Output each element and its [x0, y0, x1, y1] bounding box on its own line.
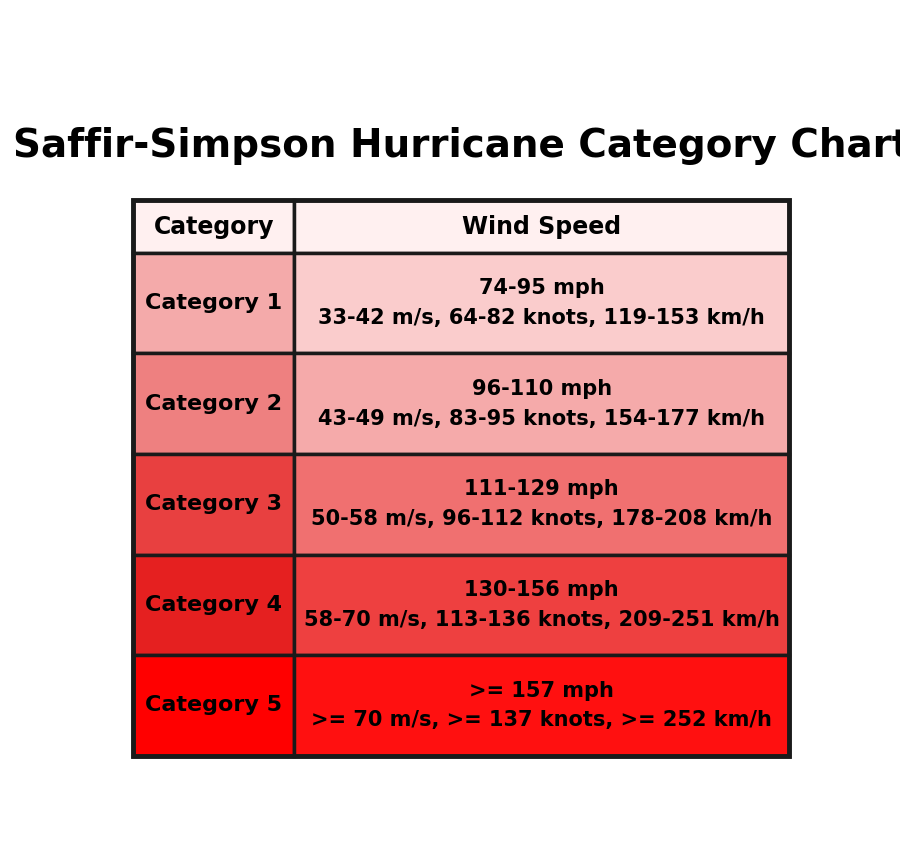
- Bar: [133, 200, 294, 253]
- Bar: [133, 253, 294, 353]
- Text: 130-156 mph
58-70 m/s, 113-136 knots, 209-251 km/h: 130-156 mph 58-70 m/s, 113-136 knots, 20…: [303, 580, 779, 630]
- Bar: [133, 655, 294, 756]
- Text: Saffir-Simpson Hurricane Category Chart: Saffir-Simpson Hurricane Category Chart: [13, 127, 900, 165]
- Bar: [133, 555, 294, 655]
- Bar: [133, 454, 294, 555]
- Text: Category 5: Category 5: [145, 696, 283, 715]
- Text: Wind Speed: Wind Speed: [462, 214, 621, 238]
- Text: 96-110 mph
43-49 m/s, 83-95 knots, 154-177 km/h: 96-110 mph 43-49 m/s, 83-95 knots, 154-1…: [318, 379, 765, 429]
- Bar: [133, 200, 789, 756]
- Text: Category 2: Category 2: [145, 394, 283, 414]
- Bar: [294, 253, 789, 353]
- Bar: [294, 555, 789, 655]
- Text: 74-95 mph
33-42 m/s, 64-82 knots, 119-153 km/h: 74-95 mph 33-42 m/s, 64-82 knots, 119-15…: [319, 278, 765, 328]
- Bar: [133, 353, 294, 454]
- Bar: [294, 655, 789, 756]
- Bar: [294, 454, 789, 555]
- Bar: [294, 353, 789, 454]
- Bar: [294, 200, 789, 253]
- Text: Category: Category: [154, 214, 274, 238]
- Text: 111-129 mph
50-58 m/s, 96-112 knots, 178-208 km/h: 111-129 mph 50-58 m/s, 96-112 knots, 178…: [310, 480, 772, 529]
- Text: Category 4: Category 4: [145, 594, 283, 615]
- Text: Category 3: Category 3: [145, 494, 283, 514]
- Text: >= 157 mph
>= 70 m/s, >= 137 knots, >= 252 km/h: >= 157 mph >= 70 m/s, >= 137 knots, >= 2…: [311, 681, 772, 730]
- Text: Category 1: Category 1: [145, 293, 283, 313]
